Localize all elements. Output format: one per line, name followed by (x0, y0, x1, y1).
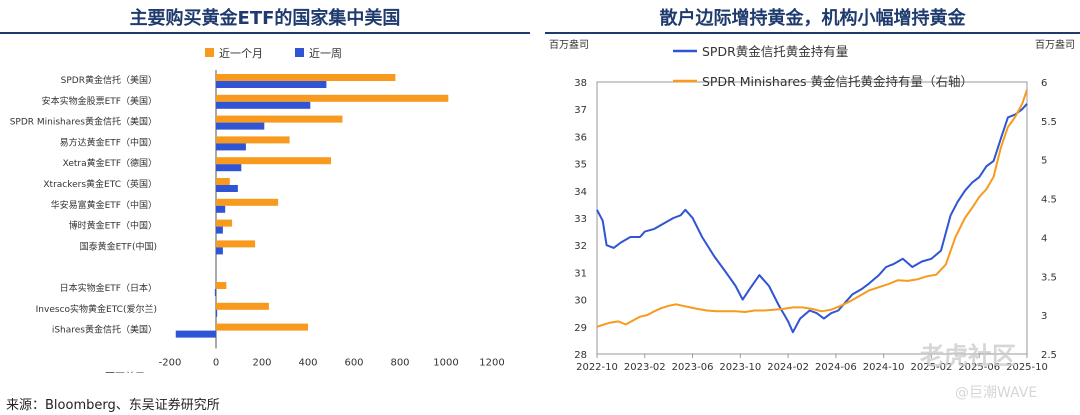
bar-week (216, 205, 226, 213)
x-tick-label: 2025-10 (1006, 362, 1048, 373)
x-tick-label: 1000 (433, 357, 458, 368)
right-chart-title: 散户边际增持黄金，机构小幅增持黄金 (659, 8, 966, 29)
x-tick-label: 200 (252, 357, 271, 368)
left-tick-label: 31 (574, 268, 587, 279)
x-tick-label: 2024-10 (863, 362, 905, 373)
bar-week (216, 309, 218, 317)
legend-swatch-0 (205, 48, 214, 57)
left-tick-label: 33 (574, 214, 587, 225)
bar-month (216, 282, 227, 289)
right-tick-label: 5.5 (1041, 117, 1057, 128)
legend-label-1: 近一周 (309, 47, 342, 60)
right-tick-label: 6 (1041, 78, 1047, 89)
right-tick-label: 3.5 (1041, 272, 1057, 283)
x-tick-label: 0 (213, 357, 219, 368)
plot-frame (596, 81, 1028, 355)
legend-swatch-1 (295, 48, 304, 57)
bar-week (214, 289, 216, 296)
right-tick-label: 3 (1041, 311, 1047, 322)
bar-month (216, 302, 269, 310)
category-label: 国泰黄金ETF(中国) (80, 240, 157, 252)
left-tick-label: 37 (574, 105, 587, 116)
category-label: 日本实物金ETF（日本） (60, 282, 157, 294)
watermark: 老虎社区 (920, 342, 1016, 370)
left-tick-label: 29 (574, 323, 587, 334)
x-tick-label: 400 (298, 357, 317, 368)
right-tick-label: 5 (1041, 156, 1047, 167)
legend-label-0: SPDR黄金信托黄金持有量 (702, 44, 848, 59)
bar-week (216, 226, 223, 234)
bar-month (216, 240, 256, 248)
left-tick-label: 32 (574, 241, 587, 252)
legend-label-0: 近一个月 (219, 47, 263, 60)
category-label: Invesco实物黄金ETC(爱尔兰) (36, 303, 157, 315)
bar-week (216, 247, 223, 255)
right-title-rule (545, 32, 1080, 34)
bar-week (216, 122, 265, 130)
legend-label-1: SPDR Minishares 黄金信托黄金持有量（右轴） (702, 74, 973, 89)
x-tick-label: -200 (159, 357, 182, 368)
left-tick-label: 36 (574, 132, 587, 143)
right-axis-unit: 百万盎司 (1035, 38, 1075, 51)
bar-month (216, 94, 449, 102)
category-label: SPDR黄金信托（美国） (61, 74, 157, 86)
left-axis-unit: 百万盎司 (549, 38, 589, 51)
bar-month (216, 136, 290, 144)
category-label: SPDR Minishares黄金信托（美国） (10, 116, 157, 128)
x-tick-label: 2022-10 (576, 362, 618, 373)
category-label: 华安易富黄金ETF（中国） (51, 199, 157, 211)
x-tick-label: 800 (390, 357, 409, 368)
bar-month (216, 323, 308, 331)
left-title-rule (0, 32, 530, 34)
left-tick-label: 38 (574, 78, 587, 89)
bar-week (216, 185, 238, 192)
x-tick-label: 1200 (479, 357, 504, 368)
bar-month (216, 74, 396, 81)
category-label: 博时黄金ETF（中国） (69, 220, 157, 232)
bar-month (216, 157, 331, 165)
x-tick-label: 2024-02 (767, 362, 809, 373)
source-note: 来源：Bloomberg、东吴证券研究所 (6, 398, 220, 413)
series-line-minishares (596, 89, 1028, 328)
category-label: 易方达黄金ETF（中国） (60, 136, 157, 148)
line-chart: 百万盎司 百万盎司 28 29 30 31 32 33 34 35 36 37 38 2.5 3 3.5 4 4.… (549, 38, 1075, 373)
left-tick-label: 28 (574, 350, 587, 361)
series-line-spdr (596, 103, 1028, 334)
category-label: iShares黄金信托（美国） (52, 324, 157, 336)
bar-week (216, 164, 242, 172)
bar-week (175, 330, 216, 338)
left-chart-title: 主要购买黄金ETF的国家集中美国 (129, 8, 401, 29)
category-label: Xtrackers黄金ETC（英国） (43, 178, 157, 190)
x-tick-label: 600 (344, 357, 363, 368)
left-tick-label: 35 (574, 160, 587, 171)
bar-month (216, 219, 233, 227)
bar-week (216, 143, 246, 151)
x-tick-label: 2025-02 (911, 362, 953, 373)
bar-week (216, 81, 327, 88)
bar-month (216, 198, 279, 206)
x-tick-label: 2023-10 (719, 362, 761, 373)
x-tick-label: 2024-06 (815, 362, 857, 373)
left-tick-label: 34 (574, 187, 587, 198)
x-tick-label: 2023-06 (672, 362, 714, 373)
right-tick-label: 4 (1041, 233, 1047, 244)
bar-chart: 近一个月 近一周 SPDR黄金信托（美国） 安本实物金股票ETF（美国） SPDR Mi… (10, 47, 505, 373)
category-label: 安本实物金股票ETF（美国） (42, 95, 157, 107)
right-tick-label: 2.5 (1041, 350, 1057, 361)
watermark-handle: @巨潮WAVE (955, 385, 1038, 401)
x-tick-label: 2025-06 (958, 362, 1000, 373)
x-axis-unit: 百万美元 (105, 370, 145, 373)
left-tick-label: 30 (574, 296, 587, 307)
x-tick-label: 2023-02 (624, 362, 666, 373)
category-label: Xetra黄金ETF（德国） (63, 157, 157, 169)
bar-week (216, 101, 311, 109)
bar-month (216, 178, 230, 185)
bar-month (216, 115, 343, 123)
right-tick-label: 4.5 (1041, 195, 1057, 206)
